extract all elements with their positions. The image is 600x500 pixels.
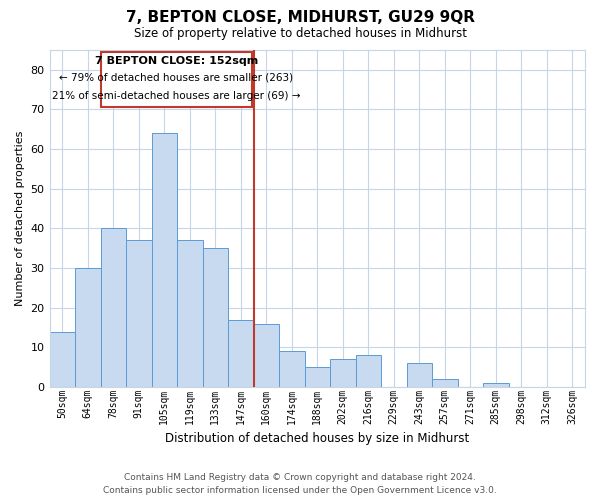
Bar (126, 240, 152, 387)
FancyBboxPatch shape (101, 52, 252, 108)
Text: 21% of semi-detached houses are larger (69) →: 21% of semi-detached houses are larger (… (52, 90, 301, 101)
Bar (407, 363, 432, 387)
Bar (356, 356, 381, 387)
Text: 7 BEPTON CLOSE: 152sqm: 7 BEPTON CLOSE: 152sqm (95, 56, 258, 66)
Bar (152, 134, 177, 387)
Text: 7, BEPTON CLOSE, MIDHURST, GU29 9QR: 7, BEPTON CLOSE, MIDHURST, GU29 9QR (125, 10, 475, 25)
Bar (203, 248, 228, 387)
X-axis label: Distribution of detached houses by size in Midhurst: Distribution of detached houses by size … (165, 432, 469, 445)
Bar (330, 360, 356, 387)
Bar (279, 352, 305, 387)
Bar (177, 240, 203, 387)
Text: ← 79% of detached houses are smaller (263): ← 79% of detached houses are smaller (26… (59, 73, 293, 83)
Bar (75, 268, 101, 387)
Bar (254, 324, 279, 387)
Bar (228, 320, 254, 387)
Bar (50, 332, 75, 387)
Bar (483, 383, 509, 387)
Y-axis label: Number of detached properties: Number of detached properties (15, 131, 25, 306)
Bar (101, 228, 126, 387)
Bar (432, 379, 458, 387)
Text: Contains HM Land Registry data © Crown copyright and database right 2024.
Contai: Contains HM Land Registry data © Crown c… (103, 473, 497, 495)
Bar (305, 367, 330, 387)
Text: Size of property relative to detached houses in Midhurst: Size of property relative to detached ho… (133, 28, 467, 40)
